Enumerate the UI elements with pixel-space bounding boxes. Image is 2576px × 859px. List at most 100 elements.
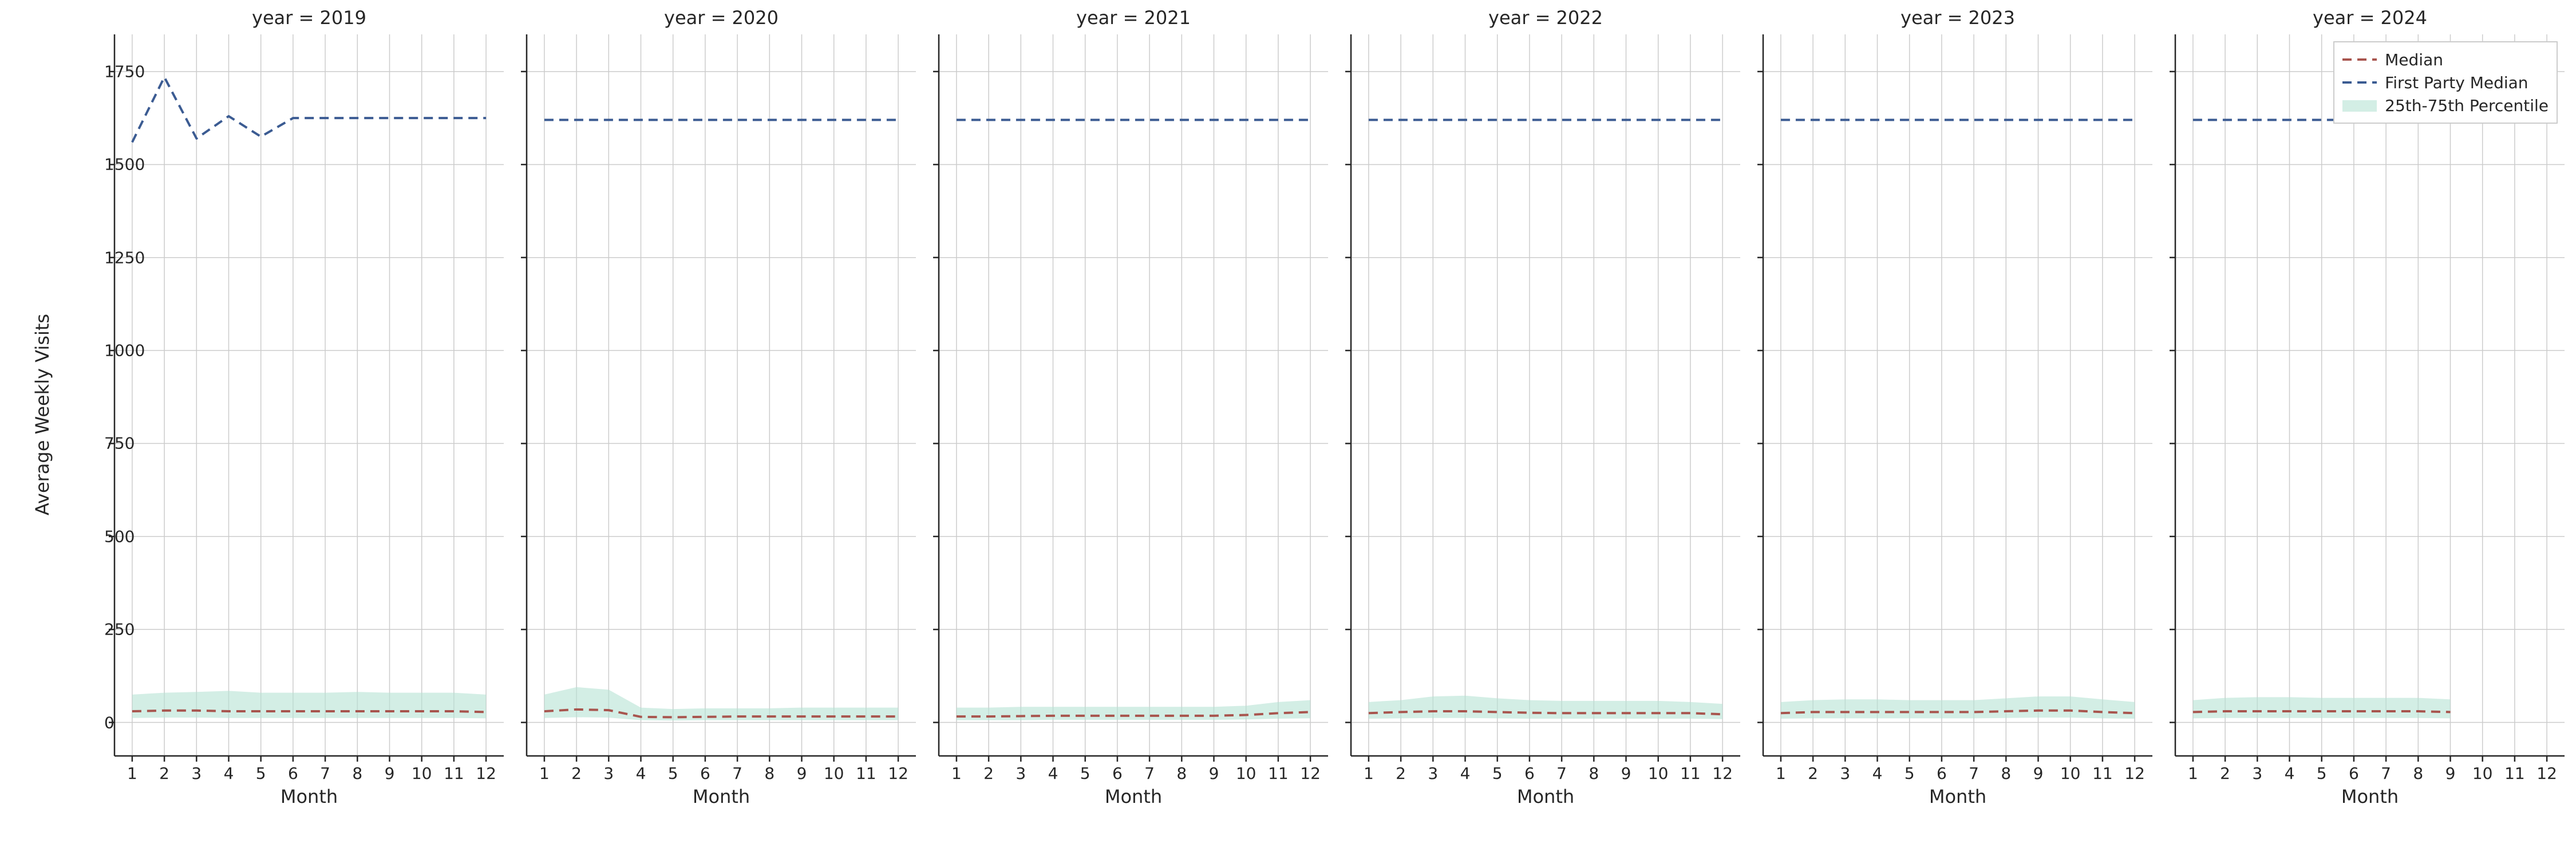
x-tick-label: 2	[1389, 764, 1412, 783]
x-tick-label: 5	[1898, 764, 1921, 783]
x-tick-label: 5	[1074, 764, 1097, 783]
x-tick-label: 4	[1454, 764, 1477, 783]
x-tick-label: 8	[2407, 764, 2429, 783]
x-tick-label: 3	[1834, 764, 1856, 783]
x-tick-label: 6	[1518, 764, 1541, 783]
x-tick-label: 8	[1582, 764, 1605, 783]
x-axis-label: Month	[939, 786, 1328, 807]
x-axis-label: Month	[1351, 786, 1740, 807]
x-tick-label: 4	[1042, 764, 1065, 783]
x-tick-label: 10	[1647, 764, 1670, 783]
chart-panel: year = 2019123456789101112Month025050075…	[114, 34, 504, 756]
legend-item: First Party Median	[2342, 71, 2549, 94]
x-tick-label: 6	[694, 764, 717, 783]
percentile-band	[2193, 697, 2451, 718]
chart-panel: year = 2022123456789101112Month	[1351, 34, 1740, 756]
x-tick-label: 5	[662, 764, 685, 783]
legend-swatch-fill	[2342, 100, 2377, 112]
x-tick-label: 9	[790, 764, 813, 783]
x-tick-label: 6	[282, 764, 305, 783]
chart-svg	[527, 34, 916, 756]
x-tick-label: 6	[1930, 764, 1953, 783]
x-tick-label: 8	[1170, 764, 1193, 783]
x-tick-label: 11	[2091, 764, 2114, 783]
x-axis-label: Month	[114, 786, 504, 807]
chart-svg	[1351, 34, 1740, 756]
x-tick-label: 8	[758, 764, 781, 783]
x-tick-label: 7	[1138, 764, 1161, 783]
x-tick-label: 11	[855, 764, 878, 783]
x-tick-label: 8	[1994, 764, 2017, 783]
x-axis-label: Month	[527, 786, 916, 807]
legend-label: 25th-75th Percentile	[2385, 96, 2549, 115]
x-tick-label: 12	[475, 764, 497, 783]
x-tick-label: 4	[1866, 764, 1889, 783]
x-tick-label: 9	[1202, 764, 1225, 783]
x-tick-label: 4	[2278, 764, 2301, 783]
x-tick-label: 12	[2123, 764, 2146, 783]
x-tick-label: 2	[2214, 764, 2237, 783]
legend-label: First Party Median	[2385, 73, 2528, 92]
percentile-band	[1781, 696, 2135, 719]
x-tick-label: 9	[1614, 764, 1637, 783]
figure: Average Weekly Visits year = 20191234567…	[0, 0, 2576, 859]
x-tick-label: 1	[533, 764, 556, 783]
x-tick-label: 5	[1486, 764, 1509, 783]
x-tick-label: 1	[945, 764, 968, 783]
chart-svg	[939, 34, 1328, 756]
panel-title: year = 2024	[2175, 7, 2565, 29]
x-tick-label: 12	[1299, 764, 1322, 783]
x-tick-label: 10	[410, 764, 433, 783]
x-tick-label: 3	[185, 764, 208, 783]
chart-panel: year = 2021123456789101112Month	[939, 34, 1328, 756]
x-tick-label: 1	[1357, 764, 1380, 783]
x-tick-label: 3	[597, 764, 620, 783]
panel-title: year = 2019	[114, 7, 504, 29]
x-tick-label: 11	[2503, 764, 2526, 783]
x-tick-label: 12	[2535, 764, 2558, 783]
x-tick-label: 7	[314, 764, 337, 783]
chart-panel: year = 2023123456789101112Month	[1763, 34, 2152, 756]
legend: Median First Party Median 25th-75th Percen…	[2333, 41, 2558, 124]
x-tick-label: 2	[1801, 764, 1824, 783]
panel-title: year = 2020	[527, 7, 916, 29]
legend-item: 25th-75th Percentile	[2342, 94, 2549, 117]
x-tick-label: 2	[153, 764, 176, 783]
chart-panel: year = 2024123456789101112MonthMedianFir…	[2175, 34, 2565, 756]
x-tick-label: 7	[1550, 764, 1573, 783]
legend-label: Median	[2385, 50, 2443, 69]
x-tick-label: 6	[2342, 764, 2365, 783]
x-tick-label: 1	[1769, 764, 1792, 783]
chart-panel: year = 2020123456789101112Month	[527, 34, 916, 756]
x-tick-label: 1	[2182, 764, 2204, 783]
x-tick-label: 10	[2471, 764, 2494, 783]
x-tick-label: 10	[823, 764, 846, 783]
x-tick-label: 11	[442, 764, 465, 783]
percentile-band	[1369, 696, 1722, 719]
x-tick-label: 6	[1106, 764, 1129, 783]
chart-svg	[2175, 34, 2565, 756]
x-tick-label: 10	[1235, 764, 1258, 783]
x-tick-label: 11	[1679, 764, 1702, 783]
legend-swatch-line	[2342, 53, 2377, 66]
x-tick-label: 5	[2310, 764, 2333, 783]
x-tick-label: 3	[1009, 764, 1032, 783]
x-tick-label: 11	[1267, 764, 1290, 783]
x-tick-label: 9	[2439, 764, 2462, 783]
chart-svg	[1763, 34, 2152, 756]
first-party-median-line	[132, 77, 486, 143]
x-tick-label: 12	[1711, 764, 1734, 783]
x-tick-label: 7	[1962, 764, 1985, 783]
x-tick-label: 7	[726, 764, 749, 783]
y-axis-label: Average Weekly Visits	[31, 314, 53, 515]
percentile-band	[132, 691, 486, 718]
x-tick-label: 7	[2374, 764, 2397, 783]
x-axis-label: Month	[1763, 786, 2152, 807]
x-tick-label: 5	[250, 764, 272, 783]
x-tick-label: 2	[565, 764, 588, 783]
x-tick-label: 10	[2059, 764, 2082, 783]
x-tick-label: 4	[630, 764, 653, 783]
legend-swatch-line	[2342, 76, 2377, 89]
x-tick-label: 1	[121, 764, 144, 783]
x-tick-label: 9	[2026, 764, 2049, 783]
